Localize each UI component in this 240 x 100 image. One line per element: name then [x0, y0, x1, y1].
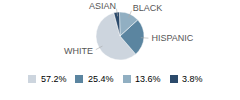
svg-text:BLACK: BLACK — [133, 3, 163, 13]
svg-text:HISPANIC: HISPANIC — [151, 33, 193, 43]
html-text:57.2%: 57.2% — [40, 74, 67, 84]
html-text:3.8%: 3.8% — [182, 74, 203, 84]
html-text:13.6%: 13.6% — [135, 74, 161, 84]
svg-text:WHITE: WHITE — [64, 46, 93, 56]
svg-text:ASIAN: ASIAN — [89, 1, 116, 11]
html-text:25.4%: 25.4% — [88, 74, 114, 84]
